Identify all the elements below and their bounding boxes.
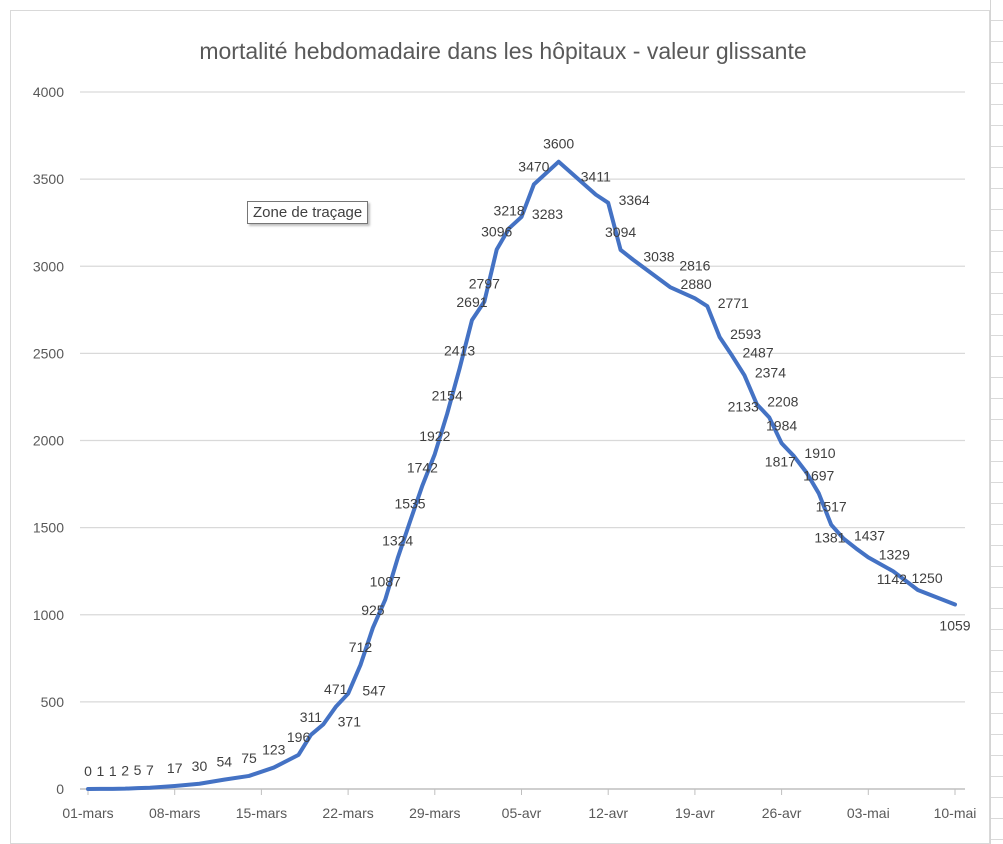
data-label: 3096 (481, 224, 512, 240)
data-label: 2816 (679, 257, 710, 273)
plot-area-tooltip: Zone de traçage (247, 201, 369, 224)
data-label: 2487 (742, 345, 773, 361)
data-label: 30 (192, 758, 208, 774)
data-label: 371 (338, 713, 362, 729)
x-tick-label: 12-avr (588, 805, 628, 821)
data-label: 3470 (518, 158, 549, 174)
data-label: 2691 (456, 294, 487, 310)
data-label: 2208 (767, 393, 798, 409)
series-line (86, 159, 957, 791)
data-label: 1984 (766, 417, 797, 433)
y-tick-label: 1000 (33, 607, 64, 623)
x-tick-label: 26-avr (762, 805, 802, 821)
data-label: 1324 (382, 532, 413, 548)
data-label: 1250 (911, 570, 942, 586)
data-label: 17 (167, 760, 183, 776)
data-label: 1329 (879, 546, 910, 562)
y-tick-label: 500 (41, 694, 65, 710)
y-tick-label: 2000 (33, 433, 64, 449)
spreadsheet-cells (990, 0, 1003, 844)
data-label: 1437 (854, 528, 885, 544)
data-label: 5 (134, 762, 142, 778)
data-label: 1697 (803, 467, 834, 483)
data-label: 2133 (728, 398, 759, 414)
data-label: 1087 (370, 574, 401, 590)
data-label: 3218 (494, 202, 525, 218)
data-label: 1 (96, 763, 104, 779)
x-tick-label: 10-mai (934, 805, 977, 821)
data-label: 75 (241, 750, 257, 766)
data-label: 712 (349, 639, 373, 655)
data-label: 3094 (605, 224, 636, 240)
data-label: 3038 (643, 249, 674, 265)
data-label: 1381 (814, 529, 845, 545)
data-label: 7 (146, 762, 154, 778)
data-label: 2797 (469, 276, 500, 292)
y-tick-label: 2500 (33, 345, 64, 361)
y-tick-label: 4000 (33, 84, 64, 100)
chart-title: mortalité hebdomadaire dans les hôpitaux… (199, 38, 806, 64)
data-label: 2 (121, 763, 129, 779)
data-label: 1059 (939, 617, 970, 633)
x-tick-label: 01-mars (62, 805, 113, 821)
data-label: 123 (262, 742, 286, 758)
x-tick-label: 29-mars (409, 805, 460, 821)
x-tick-label: 15-mars (236, 805, 287, 821)
data-label: 3283 (532, 206, 563, 222)
data-label: 2374 (755, 364, 786, 380)
data-label: 925 (361, 602, 385, 618)
data-label: 2771 (718, 295, 749, 311)
y-tick-label: 3000 (33, 258, 64, 274)
y-tick-label: 0 (56, 781, 64, 797)
data-label: 547 (362, 683, 386, 699)
data-label: 1742 (407, 459, 438, 475)
data-label: 54 (216, 754, 232, 770)
data-label: 471 (324, 681, 348, 697)
data-label: 1142 (877, 571, 907, 587)
data-label: 2593 (730, 326, 761, 342)
data-label: 1535 (394, 496, 425, 512)
x-tick-label: 05-avr (502, 805, 542, 821)
x-tick-label: 19-avr (675, 805, 715, 821)
x-tick-label: 08-mars (149, 805, 200, 821)
data-label: 2413 (444, 343, 475, 359)
x-tick-label: 03-mai (847, 805, 890, 821)
y-tick-label: 3500 (33, 171, 64, 187)
data-label: 1817 (765, 453, 796, 469)
data-label: 3364 (619, 192, 650, 208)
data-label: 1910 (804, 445, 835, 461)
data-label: 2154 (432, 388, 463, 404)
data-label: 0 (84, 763, 92, 779)
data-label: 3600 (543, 136, 574, 152)
x-tick-label: 22-mars (322, 805, 373, 821)
data-label: 2880 (681, 276, 712, 292)
data-label: 1517 (816, 499, 847, 515)
data-label: 3411 (581, 169, 611, 185)
data-label: 311 (300, 709, 323, 725)
y-tick-label: 1500 (33, 520, 64, 536)
data-label: 196 (287, 729, 311, 745)
data-label: 1 (109, 763, 117, 779)
chart-area[interactable] (10, 10, 990, 844)
data-label: 1922 (419, 428, 450, 444)
